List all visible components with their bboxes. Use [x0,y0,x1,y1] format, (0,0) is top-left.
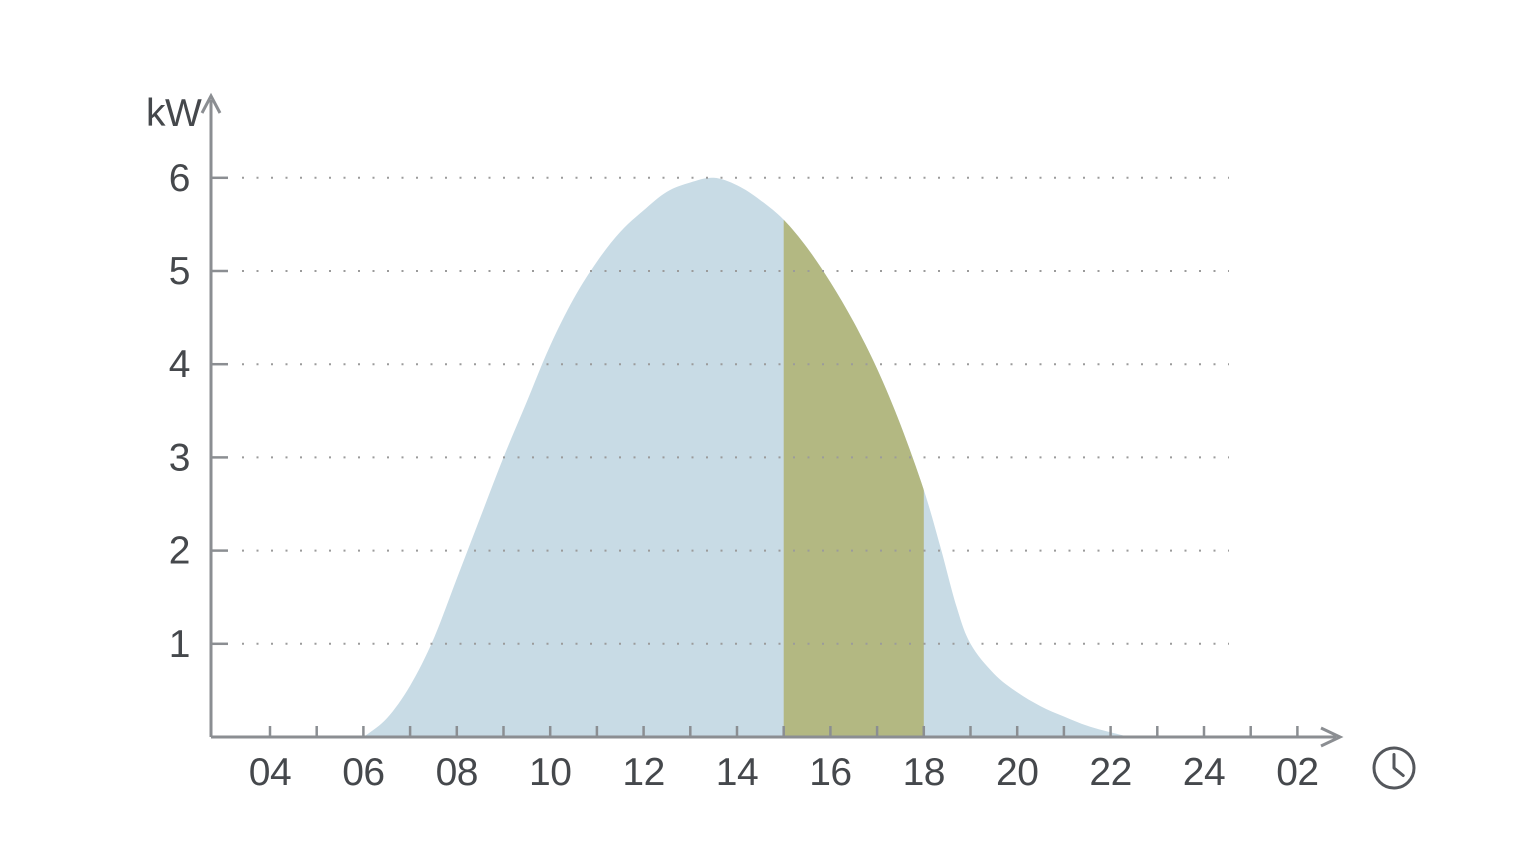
x-tick-label: 08 [436,751,478,794]
x-tick-label: 24 [1183,751,1225,794]
x-tick-label: 22 [1089,751,1131,794]
production-area [363,177,1130,738]
x-tick-label: 12 [622,751,664,794]
x-tick-label: 20 [996,751,1038,794]
x-tick-label: 04 [249,751,291,794]
y-tick-label: 3 [169,436,190,479]
highlight-region [783,219,924,737]
x-tick-label: 18 [903,751,945,794]
x-tick-label: 14 [716,751,758,794]
y-tick-label: 5 [169,250,190,293]
y-axis-unit-label: kW [146,92,202,135]
y-tick-label: 4 [169,343,190,386]
clock-icon [1371,745,1417,791]
y-tick-label: 2 [169,530,190,573]
y-tick-label: 1 [169,623,190,666]
x-tick-label: 06 [342,751,384,794]
x-tick-label: 16 [809,751,851,794]
x-axis-arrow [1320,726,1344,748]
x-tick-label: 10 [529,751,571,794]
y-axis-arrow [200,92,222,114]
y-tick-label: 6 [169,157,190,200]
x-tick-label: 02 [1276,751,1318,794]
